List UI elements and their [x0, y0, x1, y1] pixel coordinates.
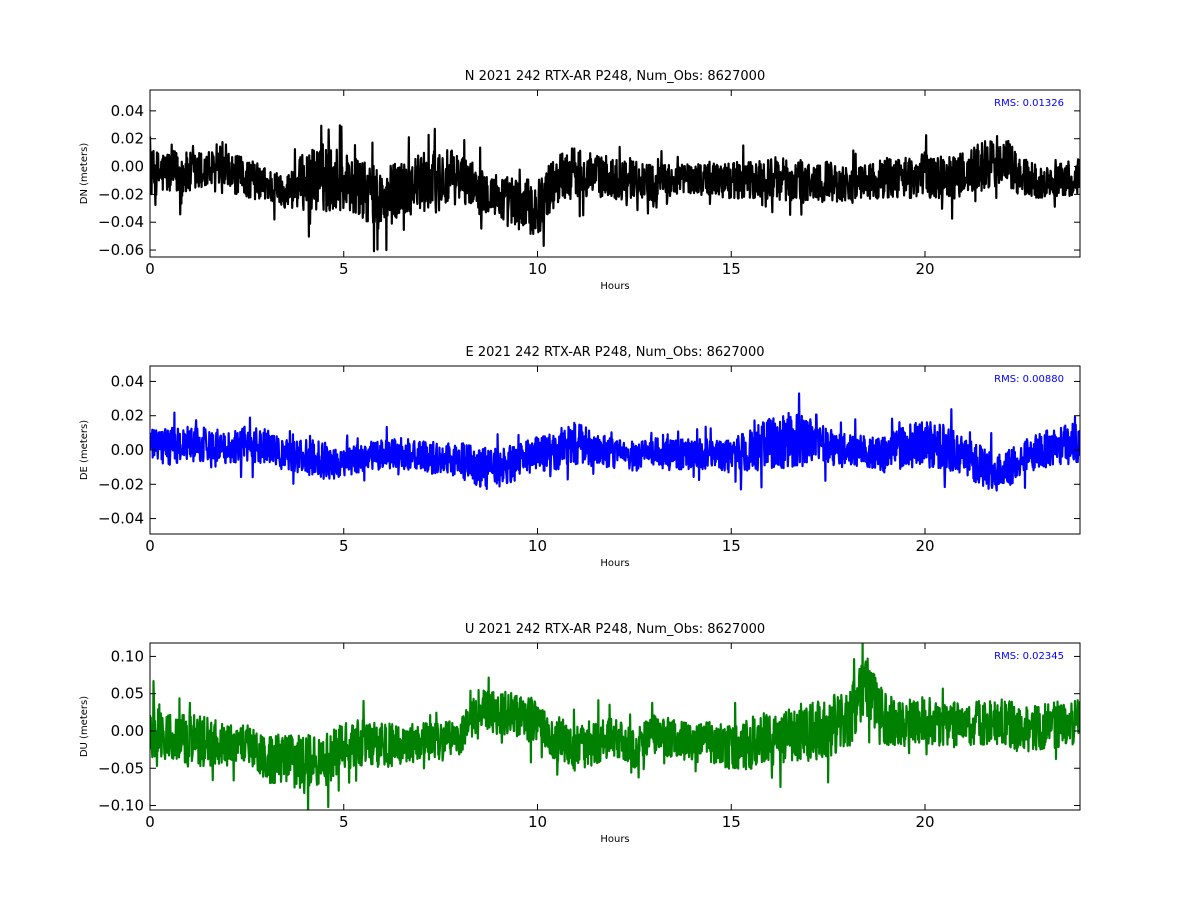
east-x-tick-label: 20	[915, 537, 934, 555]
up-y-axis-label: DU (meters)	[79, 696, 90, 757]
north-y-tick-label: 0.04	[111, 102, 144, 120]
up-y-tick-label: 0.00	[111, 722, 144, 740]
east-y-tick-label: −0.04	[98, 510, 144, 528]
east-y-tick-label: 0.04	[111, 372, 144, 390]
north-panel: 0 5 10 15 20 −0.06 −0.04 −0.02 0.00 0.02 0.04 N 202…	[79, 69, 1081, 292]
east-x-tick-label: 5	[339, 537, 349, 555]
north-x-tick-label: 10	[528, 260, 547, 278]
east-rms-annotation: RMS: 0.00880	[994, 374, 1064, 385]
up-x-axis-label: Hours	[600, 834, 629, 845]
north-y-tick-label: 0.00	[111, 158, 144, 176]
up-x-tick-label: 0	[145, 813, 155, 831]
east-x-tick-label: 15	[722, 537, 741, 555]
north-series-line	[150, 124, 1080, 253]
north-x-tick-label: 0	[145, 260, 155, 278]
north-x-axis-label: Hours	[600, 281, 629, 292]
east-x-tick-label: 0	[145, 537, 155, 555]
north-y-axis-label: DN (meters)	[79, 143, 90, 205]
up-x-tick-label: 15	[722, 813, 741, 831]
north-y-tick-label: −0.06	[98, 241, 144, 259]
up-panel: 0 5 10 15 20 −0.10 −0.05 0.00 0.05 0.10 U 2021 242…	[79, 622, 1081, 845]
up-x-tick-label: 5	[339, 813, 349, 831]
up-x-tick-label: 10	[528, 813, 547, 831]
north-x-tick-label: 15	[722, 260, 741, 278]
east-x-tick-label: 10	[528, 537, 547, 555]
east-x-axis-label: Hours	[600, 558, 629, 569]
east-y-tick-label: 0.02	[111, 407, 144, 425]
up-y-tick-label: −0.05	[98, 759, 144, 777]
north-chart-title: N 2021 242 RTX-AR P248, Num_Obs: 8627000	[465, 69, 765, 84]
east-y-axis-label: DE (meters)	[79, 420, 90, 480]
north-rms-annotation: RMS: 0.01326	[994, 98, 1064, 109]
north-y-tick-label: 0.02	[111, 130, 144, 148]
north-x-tick-label: 5	[339, 260, 349, 278]
east-series-line	[150, 392, 1080, 492]
up-chart-title: U 2021 242 RTX-AR P248, Num_Obs: 8627000	[465, 622, 765, 637]
east-y-tick-label: −0.02	[98, 475, 144, 493]
up-series-line	[150, 643, 1080, 810]
up-y-tick-label: −0.10	[98, 797, 144, 815]
north-x-tick-label: 20	[915, 260, 934, 278]
north-y-tick-label: −0.02	[98, 185, 144, 203]
up-rms-annotation: RMS: 0.02345	[994, 651, 1064, 662]
east-y-tick-label: 0.00	[111, 441, 144, 459]
up-x-tick-label: 20	[915, 813, 934, 831]
east-chart-title: E 2021 242 RTX-AR P248, Num_Obs: 8627000	[466, 345, 765, 360]
up-y-tick-label: 0.10	[111, 647, 144, 665]
north-axes-frame	[149, 89, 1081, 258]
up-y-tick-label: 0.05	[111, 685, 144, 703]
up-axes-frame	[149, 642, 1081, 811]
north-y-tick-label: −0.04	[98, 213, 144, 231]
east-panel: 0 5 10 15 20 −0.04 −0.02 0.00 0.02 0.04 E 2021 242…	[79, 345, 1081, 569]
